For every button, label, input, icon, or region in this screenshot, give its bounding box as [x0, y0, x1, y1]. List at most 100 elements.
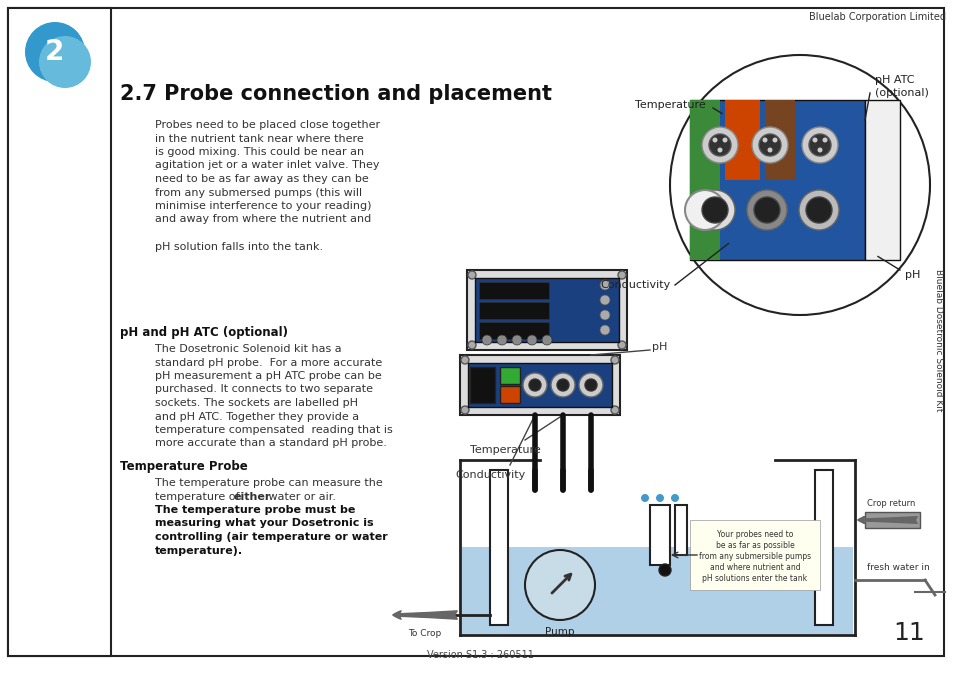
Text: need to be as far away as they can be: need to be as far away as they can be	[154, 174, 369, 184]
Bar	[475, 278, 618, 342]
Circle shape	[701, 197, 727, 223]
Text: To Crop: To Crop	[408, 629, 441, 638]
Circle shape	[618, 271, 625, 279]
Circle shape	[460, 406, 469, 414]
Circle shape	[799, 190, 838, 230]
Text: in the nutrient tank near where there: in the nutrient tank near where there	[154, 134, 363, 144]
Circle shape	[670, 494, 679, 502]
Circle shape	[599, 280, 609, 290]
Text: from any submersed pumps (this will: from any submersed pumps (this will	[154, 188, 362, 198]
Circle shape	[761, 138, 767, 142]
Circle shape	[708, 134, 730, 156]
Text: fresh water in: fresh water in	[866, 563, 929, 572]
Text: Bluelab Dosetronic Solenoid Kit: Bluelab Dosetronic Solenoid Kit	[933, 269, 942, 411]
Text: The Dosetronic Solenoid kit has a: The Dosetronic Solenoid kit has a	[154, 344, 341, 354]
Circle shape	[557, 379, 568, 391]
Circle shape	[481, 335, 492, 345]
Bar	[675, 505, 686, 555]
Text: pH: pH	[904, 270, 920, 280]
Text: and away from where the nutrient and: and away from where the nutrient and	[154, 215, 371, 225]
Text: 2: 2	[44, 38, 64, 66]
Bar	[468, 363, 612, 407]
Circle shape	[695, 190, 734, 230]
Circle shape	[701, 127, 738, 163]
Text: pH solution falls into the tank.: pH solution falls into the tank.	[154, 242, 323, 252]
Circle shape	[669, 55, 929, 315]
Circle shape	[529, 379, 540, 391]
Circle shape	[468, 341, 476, 349]
Bar	[689, 100, 720, 260]
Circle shape	[751, 127, 787, 163]
Circle shape	[610, 356, 618, 364]
Text: controlling (air temperature or water: controlling (air temperature or water	[154, 532, 387, 542]
Text: agitation jet or a water inlet valve. They: agitation jet or a water inlet valve. Th…	[154, 161, 379, 171]
Text: The temperature probe can measure the: The temperature probe can measure the	[154, 478, 382, 488]
Bar	[814, 470, 832, 625]
Text: temperature of: temperature of	[154, 491, 243, 502]
Circle shape	[772, 138, 777, 142]
Circle shape	[584, 379, 597, 391]
Circle shape	[746, 190, 786, 230]
Bar	[724, 100, 760, 180]
Text: pH and pH ATC (optional): pH and pH ATC (optional)	[120, 326, 288, 339]
Circle shape	[753, 197, 780, 223]
Bar	[689, 100, 864, 260]
Text: pH: pH	[651, 342, 667, 352]
Bar	[689, 520, 820, 590]
Circle shape	[39, 36, 91, 88]
Bar	[864, 100, 899, 260]
Circle shape	[599, 325, 609, 335]
Text: Your probes need to: Your probes need to	[716, 530, 792, 539]
Circle shape	[640, 494, 648, 502]
Circle shape	[460, 356, 469, 364]
Text: be as far as possible: be as far as possible	[715, 541, 794, 550]
Circle shape	[684, 190, 724, 230]
Text: 2.7 Probe connection and placement: 2.7 Probe connection and placement	[120, 84, 552, 104]
Bar	[478, 302, 548, 319]
Text: The temperature probe must be: The temperature probe must be	[154, 505, 355, 515]
Text: is good mixing. This could be near an: is good mixing. This could be near an	[154, 147, 364, 157]
Text: more accurate than a standard pH probe.: more accurate than a standard pH probe.	[154, 439, 387, 448]
Text: Temperature: Temperature	[470, 445, 540, 455]
Text: purchased. It connects to two separate: purchased. It connects to two separate	[154, 385, 373, 394]
Bar	[864, 512, 919, 528]
Text: minimise interference to your reading): minimise interference to your reading)	[154, 201, 371, 211]
Circle shape	[512, 335, 521, 345]
Circle shape	[808, 134, 830, 156]
Bar	[8, 8, 111, 656]
Text: temperature).: temperature).	[154, 545, 243, 556]
Text: Conductivity: Conductivity	[599, 280, 670, 290]
Text: Probes need to be placed close together: Probes need to be placed close together	[154, 120, 379, 130]
Text: Bluelab Corporation Limited: Bluelab Corporation Limited	[808, 12, 945, 22]
Text: sockets. The sockets are labelled pH: sockets. The sockets are labelled pH	[154, 398, 357, 408]
Circle shape	[659, 564, 670, 576]
Circle shape	[541, 335, 552, 345]
Text: either: either	[233, 491, 271, 502]
Text: pH solutions enter the tank: pH solutions enter the tank	[701, 574, 807, 583]
Circle shape	[812, 138, 817, 142]
Text: pH measurement a pH ATC probe can be: pH measurement a pH ATC probe can be	[154, 371, 381, 381]
Text: pH ATC: pH ATC	[874, 75, 914, 85]
Circle shape	[721, 138, 727, 142]
Bar	[490, 470, 507, 625]
Circle shape	[25, 22, 85, 82]
Circle shape	[759, 134, 781, 156]
Text: standard pH probe.  For a more accurate: standard pH probe. For a more accurate	[154, 358, 382, 367]
Text: 11: 11	[892, 621, 924, 645]
Circle shape	[578, 373, 602, 397]
Circle shape	[618, 341, 625, 349]
Text: water or air.: water or air.	[265, 491, 335, 502]
Circle shape	[599, 295, 609, 305]
Bar	[467, 270, 626, 350]
Bar	[470, 367, 495, 403]
Text: Temperature Probe: Temperature Probe	[120, 460, 248, 473]
Bar	[649, 505, 669, 565]
Bar	[459, 355, 619, 415]
Bar	[764, 100, 794, 180]
Circle shape	[817, 148, 821, 153]
Bar	[461, 547, 852, 634]
Circle shape	[805, 197, 831, 223]
Circle shape	[656, 494, 663, 502]
Circle shape	[717, 148, 721, 153]
Circle shape	[468, 271, 476, 279]
